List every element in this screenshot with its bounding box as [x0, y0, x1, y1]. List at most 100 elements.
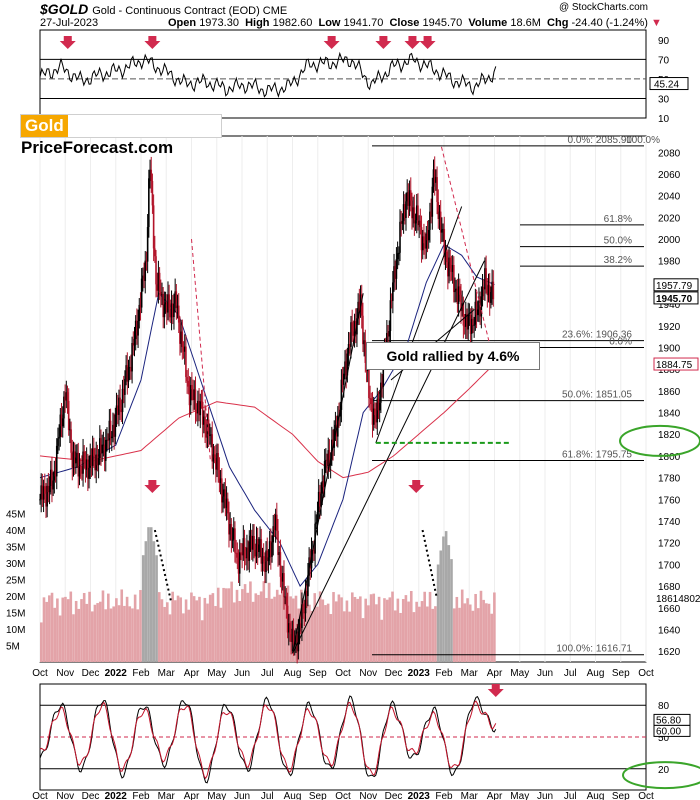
candle-body: [319, 491, 321, 507]
volume-bar: [278, 594, 282, 662]
candle-body: [402, 204, 405, 221]
candle-body: [346, 353, 349, 376]
candle-body: [362, 315, 364, 345]
x-tick-label: Mar: [158, 668, 176, 679]
candle-body: [246, 547, 248, 559]
candle-body: [254, 549, 257, 557]
volume-bar: [482, 599, 485, 662]
candle-body: [189, 385, 192, 406]
candle-body: [77, 452, 80, 477]
candle-body: [71, 452, 74, 468]
candle-body: [213, 454, 216, 458]
low-value: 1941.70: [343, 17, 384, 29]
candle-body: [118, 397, 120, 415]
down-arrow-icon: [408, 480, 425, 493]
candle-body: [207, 419, 210, 436]
candle-body: [302, 604, 304, 613]
volume-bar: [367, 605, 370, 662]
candle-body: [242, 538, 245, 556]
high-label: High: [245, 17, 270, 29]
volume-bar: [200, 620, 204, 662]
quote-date: 27-Jul-2023: [40, 17, 99, 29]
volume-bar: [112, 606, 115, 662]
volume-bar: [359, 596, 362, 662]
candle-body: [408, 190, 411, 206]
volume-bar: [66, 599, 70, 662]
candle-body: [270, 541, 272, 557]
candle-body: [304, 590, 307, 614]
price-tick-label: 1880: [658, 365, 681, 376]
volume-bar: [171, 591, 174, 662]
x-tick-label-lower: Apr: [184, 791, 200, 800]
candle-body: [143, 275, 145, 281]
volume-bar: [246, 592, 250, 662]
volume-bar: [251, 601, 255, 662]
candle-body: [485, 268, 487, 285]
volume-bar: [64, 596, 67, 662]
x-tick-label: Jul: [261, 668, 274, 679]
candle-body: [427, 229, 430, 241]
fib-level-label: 61.8%: [604, 214, 632, 225]
candle-body: [70, 429, 72, 453]
candle-body: [215, 457, 217, 470]
candle-body: [116, 405, 119, 415]
candle-body: [442, 228, 444, 230]
volume-bar: [249, 581, 252, 662]
candle-body: [149, 169, 151, 179]
low-label: Low: [318, 17, 341, 29]
price-tick-label: 1740: [658, 517, 681, 528]
candle-body: [180, 331, 182, 344]
volume-bar: [152, 541, 156, 662]
candle-body: [88, 467, 90, 479]
candle-body: [76, 452, 78, 458]
x-tick-label-lower: Oct: [638, 791, 654, 800]
candle-body: [96, 454, 99, 466]
candle-body: [228, 513, 230, 535]
candle-body: [102, 444, 105, 446]
candle-body: [210, 434, 212, 436]
candle-body: [418, 220, 420, 226]
volume-bar: [326, 603, 330, 662]
volume-bar: [329, 614, 333, 662]
volume-bar: [157, 592, 161, 662]
stoch-tick-label: 50: [658, 733, 670, 744]
volume-bar: [273, 596, 276, 662]
fib-level-label: 23.6%: 1906.36: [562, 330, 632, 341]
volume-bar: [262, 581, 266, 662]
candle-body: [90, 455, 93, 466]
volume-bar: [182, 613, 185, 662]
candle-body: [345, 361, 347, 376]
candle-body: [287, 623, 290, 633]
volume-bar: [53, 607, 57, 662]
volume-bar: [418, 606, 421, 662]
candle-body: [290, 634, 292, 643]
candle-body: [185, 346, 187, 378]
candle-body: [307, 575, 309, 597]
volume-bar: [463, 603, 467, 662]
price-tick-label: 2000: [658, 235, 681, 246]
candle-body: [54, 470, 57, 477]
candle-body: [424, 243, 426, 249]
candle-body: [229, 524, 231, 535]
candle-body: [327, 450, 330, 467]
stoch-last-box: [653, 724, 691, 737]
candle-body: [457, 286, 460, 304]
volume-bar: [466, 598, 469, 662]
fib-level-label: 0.0%: 2085.90: [568, 135, 633, 146]
candle-body: [97, 458, 100, 466]
volume-bar: [192, 596, 196, 662]
volume-bar: [184, 599, 188, 662]
candle-body: [205, 431, 208, 438]
candle-body: [285, 596, 288, 606]
price-tick-label: 1660: [658, 604, 681, 615]
candle-body: [73, 451, 76, 464]
candle-body: [341, 379, 344, 385]
rsi-tick-label: 90: [658, 36, 670, 47]
volume-bar: [208, 594, 212, 662]
rsi-tick-label: 10: [658, 114, 670, 125]
candle-body: [171, 303, 174, 318]
volume-bar: [353, 596, 357, 662]
candle-body: [249, 535, 252, 542]
candle-body: [479, 300, 481, 317]
candle-body: [371, 403, 374, 425]
